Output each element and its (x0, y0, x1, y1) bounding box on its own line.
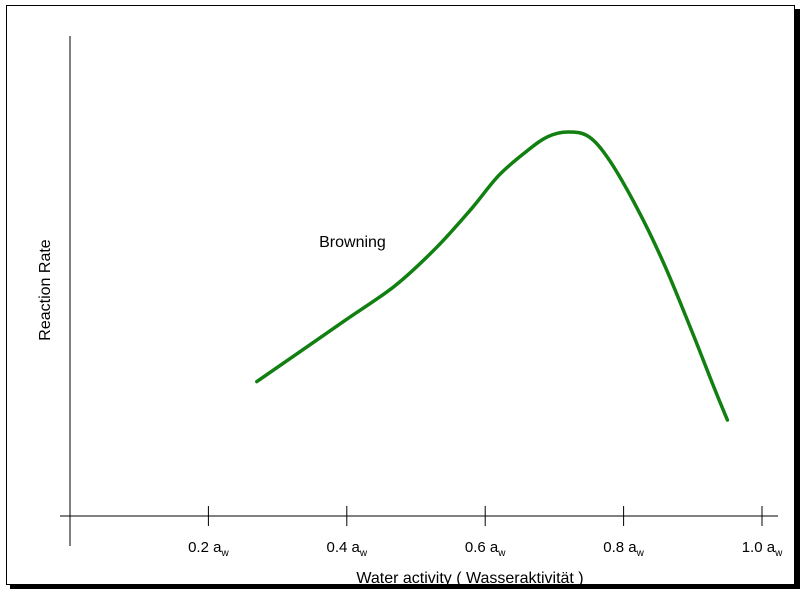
axes (60, 36, 778, 546)
chart-frame-shadow (795, 9, 800, 589)
y-axis-label: Reaction Rate (37, 239, 54, 340)
x-tick-label: 0.4 aw (326, 539, 367, 559)
x-ticks: 0.2 aw 0.4 aw 0.6 aw 0.8 aw 1.0 aw (188, 506, 783, 559)
x-tick-label: 0.2 aw (188, 539, 229, 559)
annotation-label: Browning (319, 234, 386, 251)
series-group (255, 130, 730, 422)
labels: Water activity ( Wasseraktivität ) React… (37, 234, 584, 587)
x-tick-label: 0.8 aw (603, 539, 644, 559)
chart-frame-shadow (10, 585, 800, 589)
x-tick-label: 1.0 aw (742, 539, 783, 559)
x-axis-label: Water activity ( Wasseraktivität ) (356, 570, 583, 587)
series-line-browning (255, 130, 730, 422)
chart-frame (6, 5, 795, 585)
x-tick-label: 0.6 aw (465, 539, 506, 559)
